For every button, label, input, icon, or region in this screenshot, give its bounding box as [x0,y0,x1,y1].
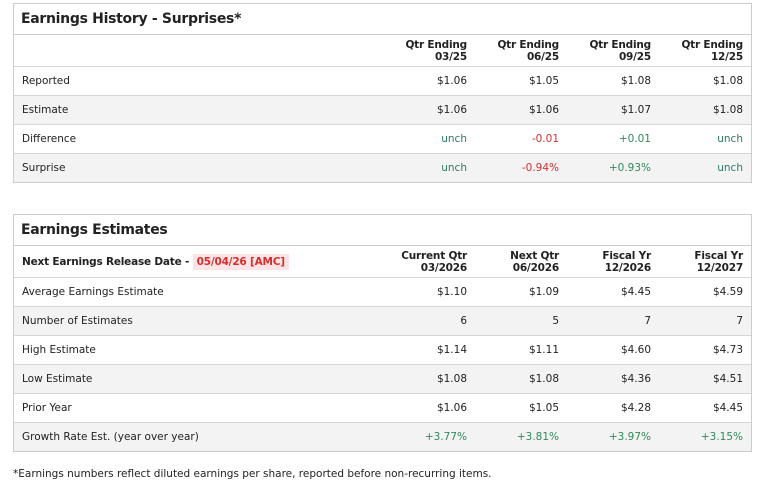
cell-value: $1.06 [383,95,475,125]
cell-value: $1.09 [475,277,567,307]
cell-value: 7 [659,306,751,336]
earnings-estimates-title: Earnings Estimates [14,215,751,246]
cell-value: +3.15% [659,422,751,451]
column-header: Qtr Ending 09/25 [567,35,659,67]
column-header-line2: 06/25 [526,50,559,63]
column-header-line2: 12/2027 [696,261,743,274]
cell-value: $1.08 [659,95,751,125]
column-header: Qtr Ending 12/25 [659,35,751,67]
column-header-line2: 09/25 [618,50,651,63]
cell-value: $4.45 [567,277,659,307]
row-label: Reported [14,66,383,96]
row-label: Average Earnings Estimate [14,277,383,307]
cell-value: $4.60 [567,335,659,365]
table-row: Number of Estimates 6 5 7 7 [14,306,751,336]
cell-value: $1.10 [383,277,475,307]
cell-value: $4.28 [567,393,659,423]
cell-value: $4.36 [567,364,659,394]
column-header: Qtr Ending 06/25 [475,35,567,67]
cell-value: +3.81% [475,422,567,451]
earnings-estimates-table: Next Earnings Release Date - 05/04/26 [A… [14,246,751,451]
column-header-line1: Qtr Ending [497,38,559,51]
column-header-line2: 12/2026 [604,261,651,274]
column-header-line2: 03/25 [434,50,467,63]
cell-value: $1.07 [567,95,659,125]
row-label: High Estimate [14,335,383,365]
cell-value: $1.08 [383,364,475,394]
header-row: Next Earnings Release Date - 05/04/26 [A… [14,246,751,278]
row-label: Difference [14,124,383,154]
cell-value: $4.59 [659,277,751,307]
column-header-line1: Current Qtr [401,249,467,262]
cell-value: 5 [475,306,567,336]
table-row: Estimate $1.06 $1.06 $1.07 $1.08 [14,95,751,125]
cell-value: -0.01 [475,124,567,154]
column-header: Current Qtr 03/2026 [383,246,475,278]
cell-value: +0.93% [567,153,659,182]
column-header-line1: Fiscal Yr [694,249,743,262]
cell-value: $1.14 [383,335,475,365]
table-row: Surprise unch -0.94% +0.93% unch [14,153,751,182]
cell-value: unch [659,124,751,154]
row-label: Number of Estimates [14,306,383,336]
column-header-line1: Next Qtr [510,249,559,262]
table-row: Prior Year $1.06 $1.05 $4.28 $4.45 [14,393,751,423]
row-label: Surprise [14,153,383,182]
column-header: Next Qtr 06/2026 [475,246,567,278]
earnings-history-table: Qtr Ending 03/25 Qtr Ending 06/25 Qtr Ending… [14,35,751,182]
column-header-line2: 06/2026 [512,261,559,274]
cell-value: +3.97% [567,422,659,451]
column-header-line1: Qtr Ending [405,38,467,51]
cell-value: 6 [383,306,475,336]
cell-value: $4.73 [659,335,751,365]
table-row: Reported $1.06 $1.05 $1.08 $1.08 [14,66,751,96]
column-header-line1: Fiscal Yr [602,249,651,262]
cell-value: +3.77% [383,422,475,451]
earnings-history-panel: Earnings History - Surprises* Qtr Ending… [13,3,752,183]
column-header-line1: Qtr Ending [681,38,743,51]
column-header-line1: Qtr Ending [589,38,651,51]
footnote: *Earnings numbers reflect diluted earnin… [13,468,492,480]
earnings-estimates-panel: Earnings Estimates Next Earnings Release… [13,214,752,452]
row-label: Estimate [14,95,383,125]
column-header: Qtr Ending 03/25 [383,35,475,67]
row-label: Prior Year [14,393,383,423]
cell-value: $4.51 [659,364,751,394]
table-row: High Estimate $1.14 $1.11 $4.60 $4.73 [14,335,751,365]
table-row: Low Estimate $1.08 $1.08 $4.36 $4.51 [14,364,751,394]
cell-value: $1.06 [475,95,567,125]
table-row: Average Earnings Estimate $1.10 $1.09 $4.45… [14,277,751,307]
column-header-line2: 12/25 [710,50,743,63]
cell-value: $1.08 [659,66,751,96]
row-label: Growth Rate Est. (year over year) [14,422,383,451]
cell-value: $1.06 [383,393,475,423]
column-header: Fiscal Yr 12/2026 [567,246,659,278]
header-row: Qtr Ending 03/25 Qtr Ending 06/25 Qtr Ending… [14,35,751,67]
cell-value: $4.45 [659,393,751,423]
cell-value: $1.11 [475,335,567,365]
cell-value: 7 [567,306,659,336]
row-label: Low Estimate [14,364,383,394]
cell-value: $1.06 [383,66,475,96]
cell-value: $1.05 [475,393,567,423]
column-header-line2: 03/2026 [420,261,467,274]
cell-value: unch [383,153,475,182]
column-header: Fiscal Yr 12/2027 [659,246,751,278]
cell-value: unch [383,124,475,154]
table-row: Growth Rate Est. (year over year) +3.77% +… [14,422,751,451]
release-date-label: Next Earnings Release Date - [22,255,193,268]
table-row: Difference unch -0.01 +0.01 unch [14,124,751,154]
cell-value: +0.01 [567,124,659,154]
cell-value: $1.08 [475,364,567,394]
earnings-history-title: Earnings History - Surprises* [14,4,751,35]
cell-value: unch [659,153,751,182]
cell-value: -0.94% [475,153,567,182]
release-date: 05/04/26 [AMC] [192,253,289,270]
cell-value: $1.05 [475,66,567,96]
cell-value: $1.08 [567,66,659,96]
